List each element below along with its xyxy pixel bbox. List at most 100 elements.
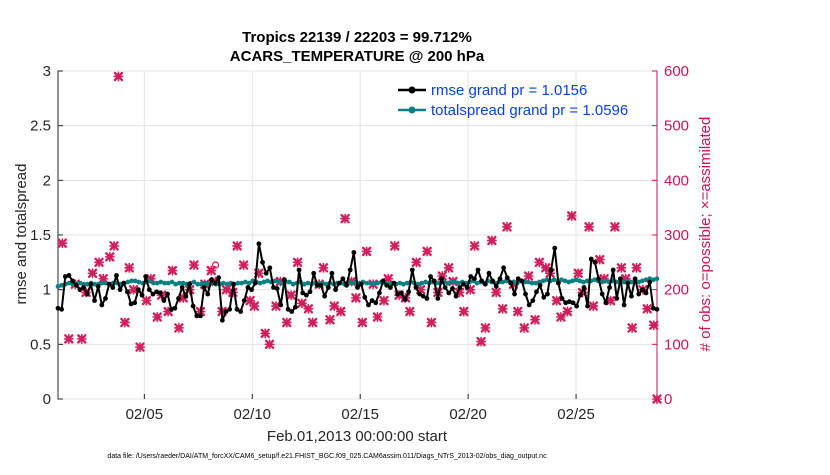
series-point-totalspread [77,280,83,286]
series-point-totalspread [257,280,263,286]
obs-assimilated-point [476,336,487,347]
data-file-footnote: data file: /Users/raeder/DAI/ATM_forcXX/… [107,453,547,460]
series-point-rmse [636,291,642,297]
series-point-totalspread [404,280,410,286]
series-point-rmse [252,280,258,286]
x-axis-label: Feb.01,2013 00:00:00 start [267,428,448,445]
series-point-rmse [311,270,317,276]
series-point-rmse [508,280,514,286]
obs-assimilated-point [523,271,534,281]
obs-assimilated-point [286,290,297,301]
series-point-totalspread [452,279,458,285]
obs-assimilated-point [443,262,454,273]
x-tick-label: 02/20 [449,406,487,423]
obs-assimilated-point [238,260,249,271]
obs-assimilated-point [260,328,271,339]
series-point-rmse [205,291,211,297]
series-point-rmse [209,277,214,283]
series-point-rmse [344,282,349,288]
obs-assimilated-point [616,262,627,273]
legend: rmse grand pr = 1.0156 totalspread grand… [398,82,628,119]
series-point-rmse [428,274,433,279]
series-point-rmse [124,289,130,295]
series-point-rmse [245,285,251,290]
series-point-totalspread [375,280,381,286]
obs-assimilated-point [340,213,351,224]
series-point-rmse [464,285,470,290]
series-point-totalspread [639,278,645,284]
chart-title: Tropics 22139 / 22203 = 99.712% [242,29,472,46]
series-point-rmse [325,285,331,290]
series-point-rmse [519,278,525,284]
series-point-totalspread [371,281,377,287]
series-point-totalspread [176,280,182,286]
obs-assimilated-point [119,317,130,328]
series-point-rmse [81,285,86,290]
obs-assimilated-point [631,262,642,273]
series-point-totalspread [367,280,373,286]
series-point-rmse [66,273,72,278]
y2-tick-label: 400 [664,172,689,189]
series-point-rmse [650,305,656,311]
obs-assimilated-point [292,257,303,268]
obs-assimilated-point [318,262,329,273]
series-point-totalspread [224,281,230,287]
series-point-totalspread [570,278,575,284]
series-point-totalspread [59,282,65,288]
series-point-rmse [362,294,368,300]
series-point-rmse [168,306,174,312]
series-point-totalspread [235,280,241,286]
obs-assimilated-point [357,317,368,328]
series-point-rmse [300,290,306,296]
obs-assimilated-point [335,306,346,317]
series-point-rmse [384,282,390,288]
series-point-rmse [574,303,580,309]
series-point-totalspread [474,280,480,286]
series-point-rmse [380,278,386,284]
series-point-rmse [387,285,393,290]
series-point-rmse [263,270,269,276]
series-point-totalspread [261,279,267,285]
obs-assimilated-point [232,240,243,251]
series-point-rmse [358,281,364,287]
series-point-rmse [409,267,415,273]
series-point-totalspread [99,280,105,286]
series-point-rmse [238,309,244,314]
series-point-rmse [442,285,448,290]
series-point-totalspread [559,277,564,283]
obs-assimilated-point [264,339,275,350]
series-point-rmse [639,287,645,293]
series-point-rmse [95,283,101,289]
series-point-totalspread [132,278,138,284]
series-point-rmse [420,293,426,299]
series-point-totalspread [581,279,586,285]
y-tick-label: 3 [43,63,51,80]
obs-assimilated-point [584,221,595,232]
series-point-totalspread [445,280,450,286]
obs-assimilated-point [501,221,512,232]
obs-assimilated-point [512,306,523,317]
series-point-rmse [585,303,591,309]
series-point-rmse [515,276,521,282]
series-point-rmse [596,276,601,282]
y-tick-label: 1 [43,282,51,299]
series-point-totalspread [650,277,656,283]
series-point-rmse [223,309,229,314]
series-point-totalspread [169,279,175,285]
obs-assimilated-point [324,314,335,325]
series-point-totalspread [154,280,160,286]
series-point-rmse [329,270,335,276]
series-point-rmse [234,306,240,312]
obs-assimilated-point [469,240,480,251]
obs-assimilated-point [109,240,120,251]
series-point-rmse [55,305,61,311]
series-point-rmse [632,276,638,282]
series-point-totalspread [243,279,248,285]
series-point-rmse [241,298,247,303]
x-tick-label: 02/15 [341,406,379,423]
series-point-totalspread [566,279,572,285]
series-point-rmse [227,306,233,312]
obs-assimilated-point [652,394,662,404]
obs-assimilated-point [497,303,508,314]
series-point-rmse [59,306,65,312]
